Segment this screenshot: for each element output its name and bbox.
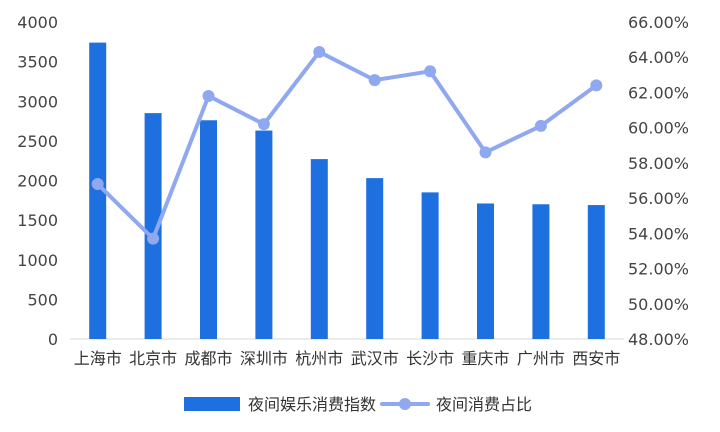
y-left-tick-label: 2000 bbox=[17, 172, 58, 191]
x-category-label: 西安市 bbox=[572, 349, 620, 368]
line-point bbox=[91, 178, 104, 191]
x-category-label: 广州市 bbox=[517, 349, 565, 368]
y-right-tick-label: 50.00% bbox=[628, 295, 689, 314]
x-category-label: 成都市 bbox=[184, 349, 232, 368]
x-category-label: 重庆市 bbox=[461, 349, 509, 368]
bar bbox=[477, 203, 494, 339]
legend-bar-swatch bbox=[184, 397, 240, 411]
bar bbox=[89, 42, 107, 339]
bar bbox=[366, 178, 384, 339]
legend-line-marker bbox=[399, 398, 411, 410]
line-series bbox=[95, 49, 599, 241]
y-left-tick-label: 1500 bbox=[17, 211, 58, 230]
line-point bbox=[424, 65, 437, 78]
x-category-label: 杭州市 bbox=[295, 349, 343, 368]
line-point bbox=[368, 74, 381, 87]
legend-bar-label: 夜间娱乐消费指数 bbox=[248, 395, 376, 414]
bar bbox=[532, 204, 550, 339]
x-category-label: 武汉市 bbox=[351, 349, 399, 368]
y-left-tick-label: 0 bbox=[48, 330, 58, 349]
y-left-tick-label: 4000 bbox=[17, 13, 58, 32]
line-point bbox=[590, 79, 603, 92]
y-right-tick-label: 60.00% bbox=[628, 119, 689, 138]
y-left-tick-label: 1000 bbox=[17, 251, 58, 270]
x-category-label: 深圳市 bbox=[240, 349, 288, 368]
bar bbox=[144, 113, 162, 339]
y-left-tick-label: 3000 bbox=[17, 92, 58, 111]
y-right-tick-label: 56.00% bbox=[628, 189, 689, 208]
y-right-tick-label: 64.00% bbox=[628, 48, 689, 67]
y-right-tick-label: 52.00% bbox=[628, 260, 689, 279]
y-left-tick-label: 2500 bbox=[17, 132, 58, 151]
line-point bbox=[479, 146, 492, 159]
y-left-tick-label: 3500 bbox=[17, 53, 58, 72]
y-right-tick-label: 58.00% bbox=[628, 154, 689, 173]
line-point bbox=[202, 89, 215, 102]
y-left-tick-label: 500 bbox=[27, 290, 58, 309]
bar bbox=[255, 130, 273, 339]
line-point bbox=[147, 232, 160, 245]
x-category-label: 北京市 bbox=[129, 349, 177, 368]
x-category-label: 上海市 bbox=[74, 349, 122, 368]
y-right-tick-label: 62.00% bbox=[628, 83, 689, 102]
line-point bbox=[534, 119, 547, 132]
legend-line-label: 夜间消费占比 bbox=[436, 395, 532, 414]
line-point bbox=[257, 118, 270, 131]
y-right-tick-label: 54.00% bbox=[628, 224, 689, 243]
x-category-label: 长沙市 bbox=[406, 349, 454, 368]
bar bbox=[421, 192, 439, 339]
y-right-tick-label: 48.00% bbox=[628, 330, 689, 349]
y-right-tick-label: 66.00% bbox=[628, 13, 689, 32]
bar bbox=[587, 205, 605, 339]
bar bbox=[200, 120, 217, 340]
bar bbox=[310, 159, 328, 339]
line-point bbox=[313, 45, 326, 58]
